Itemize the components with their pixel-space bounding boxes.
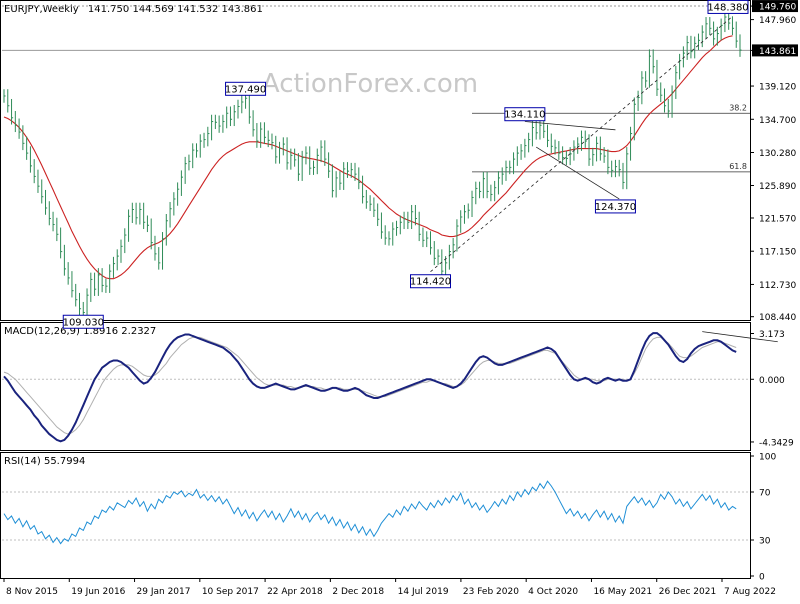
x-axis-label: 29 Jan 2017: [137, 587, 191, 597]
fib-level-label: 61.8: [729, 162, 747, 171]
macd-y-tick-label: 0.000: [759, 376, 785, 386]
x-axis-label: 10 Sep 2017: [202, 587, 259, 597]
x-axis-label: 7 Aug 2022: [724, 587, 776, 597]
price-annotation-label: 109.030: [63, 317, 104, 328]
macd-title: MACD(12,26,9) 1.8916 2.2327: [4, 326, 156, 337]
price-trendline: [535, 146, 620, 200]
macd-y-tick-label: -4.3429: [759, 438, 794, 448]
rsi-line: [3, 480, 737, 545]
x-axis-label: 16 May 2021: [593, 587, 652, 597]
fib-level-label: 38.2: [729, 103, 747, 112]
price-y-tick-label: 134.700: [759, 116, 796, 126]
macd-line: [3, 332, 737, 443]
x-axis-label: 23 Feb 2020: [463, 587, 519, 597]
price-annotation-label: 137.490: [225, 84, 266, 95]
price-annotation-box: [504, 107, 546, 122]
price-annotation-label: 114.420: [410, 277, 451, 288]
rsi-title: RSI(14) 55.7994: [4, 456, 85, 467]
price-y-tick-label: 130.280: [759, 149, 796, 159]
price-annotation-label: 148.380: [707, 2, 748, 13]
macd-layer: 3.173 0.000 -4.3429: [2, 330, 794, 448]
price-annotation-label: 134.110: [504, 110, 545, 121]
price-annotation-box: [594, 199, 636, 214]
price-annotation-box: [62, 314, 104, 329]
price-layer: 38.2 61.8 109.030 137.490 114.420 134.110 124.…: [2, 0, 798, 329]
price-y-tick-label: 125.890: [759, 182, 796, 192]
rsi-y-tick-label: 30: [759, 537, 771, 547]
price-annotation-box: [225, 81, 267, 96]
price-annotation-box: [410, 274, 452, 289]
price-y-tick-label: 139.120: [759, 83, 796, 93]
x-axis-label: 4 Oct 2020: [528, 587, 578, 597]
price-y-tick-highlight: [752, 44, 798, 57]
price-y-tick-label: 149.760: [759, 3, 796, 13]
price-panel-frame: [0, 0, 751, 321]
price-chart-symbol: EURJPY,Weekly: [4, 4, 79, 15]
axis-layer: 8 Nov 2015 19 Jun 2016 29 Jan 2017 10 Sep 2…: [3, 578, 776, 597]
macd-panel-frame: [0, 322, 751, 451]
x-axis-label: 2 Dec 2018: [332, 587, 384, 597]
rsi-y-tick-label: 0: [759, 573, 765, 583]
price-y-tick-label: 121.570: [759, 214, 796, 224]
x-axis-label: 26 Dec 2021: [659, 587, 717, 597]
x-axis-label: 22 Apr 2018: [267, 587, 323, 597]
rsi-y-tick-label: 100: [759, 453, 776, 463]
price-annotation-box: [707, 0, 749, 14]
price-y-tick-label: 108.440: [759, 313, 796, 323]
rsi-panel-frame: [0, 452, 751, 579]
macd-y-tick-label: 3.173: [759, 330, 785, 340]
x-axis-label: 8 Nov 2015: [6, 587, 58, 597]
watermark: ActionForex.com: [262, 69, 478, 99]
rsi-layer: 100 70 30 0: [2, 453, 776, 583]
rsi-y-tick-label: 70: [759, 489, 771, 499]
price-chart-title: EURJPY,Weekly 141.750 144.569 141.532 14…: [4, 4, 263, 15]
price-trendline: [524, 121, 616, 131]
price-y-tick-label: 147.960: [759, 16, 796, 26]
price-y-tick-label: 112.730: [759, 281, 796, 291]
price-y-tick-highlight: [752, 0, 798, 13]
macd-trendline: [702, 331, 778, 343]
moving-average-line: [3, 35, 733, 280]
x-axis-label: 19 Jun 2016: [71, 587, 125, 597]
price-y-tick-label: 117.150: [759, 248, 796, 258]
price-annotation-label: 124.370: [595, 202, 636, 213]
price-y-tick-label: 143.861: [759, 47, 796, 57]
price-chart-ohlc: 141.750 144.569 141.532 143.861: [88, 4, 263, 15]
x-axis-label: 14 Jul 2019: [398, 587, 449, 597]
